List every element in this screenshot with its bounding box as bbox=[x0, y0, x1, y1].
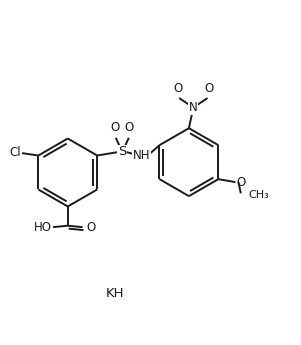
Text: O: O bbox=[236, 176, 246, 189]
Text: S: S bbox=[118, 146, 126, 158]
Text: HO: HO bbox=[33, 221, 51, 234]
Text: O: O bbox=[173, 82, 182, 95]
Text: KH: KH bbox=[106, 287, 124, 300]
Text: Cl: Cl bbox=[10, 146, 21, 159]
Text: CH₃: CH₃ bbox=[249, 190, 269, 200]
Text: O: O bbox=[125, 121, 134, 134]
Text: O: O bbox=[204, 82, 214, 95]
Text: NH: NH bbox=[133, 149, 150, 162]
Text: O: O bbox=[110, 121, 120, 134]
Text: N: N bbox=[189, 101, 198, 114]
Text: O: O bbox=[87, 221, 96, 234]
